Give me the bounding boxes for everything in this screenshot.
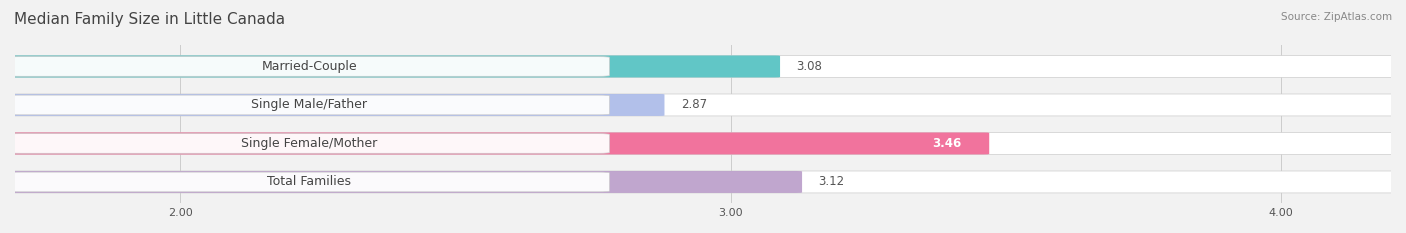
Text: Median Family Size in Little Canada: Median Family Size in Little Canada [14,12,285,27]
FancyBboxPatch shape [10,172,609,192]
Text: 3.12: 3.12 [818,175,845,188]
FancyBboxPatch shape [10,171,1396,193]
Text: Single Female/Mother: Single Female/Mother [242,137,378,150]
Text: Single Male/Father: Single Male/Father [252,99,367,111]
FancyBboxPatch shape [10,55,1396,77]
Text: Source: ZipAtlas.com: Source: ZipAtlas.com [1281,12,1392,22]
FancyBboxPatch shape [10,134,609,153]
FancyBboxPatch shape [10,133,990,154]
FancyBboxPatch shape [10,171,801,193]
Text: 2.87: 2.87 [681,99,707,111]
Text: Total Families: Total Families [267,175,352,188]
Text: 3.46: 3.46 [932,137,962,150]
FancyBboxPatch shape [10,57,609,76]
FancyBboxPatch shape [10,55,780,77]
Text: Married-Couple: Married-Couple [262,60,357,73]
FancyBboxPatch shape [10,94,665,116]
FancyBboxPatch shape [10,94,1396,116]
FancyBboxPatch shape [10,95,609,115]
Text: 3.08: 3.08 [797,60,823,73]
FancyBboxPatch shape [10,133,1396,154]
